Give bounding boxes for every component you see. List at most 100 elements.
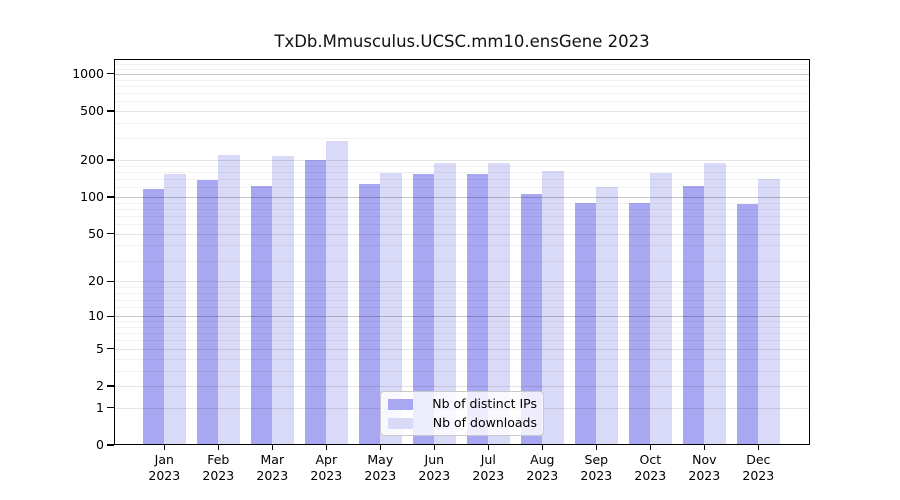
minor-gridline bbox=[115, 307, 809, 309]
x-tick-mark bbox=[325, 445, 327, 450]
minor-gridline bbox=[115, 165, 809, 167]
minor-gridline bbox=[115, 215, 809, 217]
x-tick-label: Dec 2023 bbox=[742, 452, 775, 483]
bar-downloads bbox=[650, 173, 672, 445]
x-tick-mark bbox=[433, 445, 435, 450]
bar-distinct-ips bbox=[520, 193, 543, 445]
y-tick-mark bbox=[107, 196, 114, 198]
bar-downloads bbox=[704, 163, 726, 445]
x-tick-mark bbox=[595, 445, 597, 450]
y-tick-label: 5 bbox=[96, 340, 104, 356]
x-tick-label: Oct 2023 bbox=[634, 452, 667, 483]
y-tick-mark bbox=[107, 73, 114, 75]
x-tick-label: Jan 2023 bbox=[148, 452, 181, 483]
minor-gridline bbox=[115, 64, 809, 66]
minor-gridline bbox=[115, 92, 809, 94]
bar-downloads bbox=[326, 141, 348, 445]
bar-downloads bbox=[758, 179, 780, 445]
minor-gridline bbox=[115, 245, 809, 247]
major-gridline bbox=[115, 73, 809, 75]
bar-distinct-ips bbox=[466, 174, 489, 445]
x-tick-label: Apr 2023 bbox=[310, 452, 343, 483]
bar-distinct-ips bbox=[250, 185, 273, 445]
minor-gridline bbox=[115, 208, 809, 210]
y-tick-label: 1000 bbox=[72, 65, 104, 81]
minor-gridline bbox=[115, 370, 809, 372]
y-tick-mark bbox=[107, 315, 114, 317]
x-tick-label: Mar 2023 bbox=[256, 452, 289, 483]
legend-label-distinct-ips: Nb of distinct IPs bbox=[432, 396, 537, 411]
gridline bbox=[115, 160, 809, 162]
y-tick-mark bbox=[107, 385, 114, 387]
y-tick-mark bbox=[107, 233, 114, 235]
minor-gridline bbox=[115, 179, 809, 181]
bar-downloads bbox=[488, 162, 510, 445]
minor-gridline bbox=[115, 321, 809, 323]
gridline bbox=[115, 385, 809, 387]
minor-gridline bbox=[115, 292, 809, 294]
legend-label-downloads: Nb of downloads bbox=[432, 415, 537, 430]
minor-gridline bbox=[115, 260, 809, 262]
y-tick-mark bbox=[107, 348, 114, 350]
legend-swatch-downloads bbox=[388, 417, 413, 429]
minor-gridline bbox=[115, 172, 809, 174]
minor-gridline bbox=[115, 202, 809, 204]
x-tick-mark bbox=[703, 445, 705, 450]
y-tick-mark bbox=[107, 159, 114, 161]
minor-gridline bbox=[115, 68, 809, 70]
major-gridline bbox=[115, 197, 809, 199]
y-tick-label: 200 bbox=[80, 152, 104, 168]
legend-entry-downloads: Nb of downloads bbox=[388, 414, 537, 432]
minor-gridline bbox=[115, 286, 809, 288]
y-tick-label: 100 bbox=[80, 189, 104, 205]
x-tick-label: Sep 2023 bbox=[580, 452, 613, 483]
x-tick-label: Jun 2023 bbox=[418, 452, 451, 483]
minor-gridline bbox=[115, 299, 809, 301]
legend-entry-distinct-ips: Nb of distinct IPs bbox=[388, 395, 537, 413]
y-tick-label: 500 bbox=[80, 103, 104, 119]
y-tick-label: 10 bbox=[88, 308, 104, 324]
major-gridline bbox=[115, 316, 809, 318]
y-tick-mark bbox=[107, 444, 114, 446]
minor-gridline bbox=[115, 333, 809, 335]
bar-downloads bbox=[596, 186, 618, 445]
y-tick-mark bbox=[107, 110, 114, 112]
minor-gridline bbox=[115, 138, 809, 140]
bar-downloads bbox=[164, 173, 186, 445]
bar-distinct-ips bbox=[736, 203, 759, 445]
legend: Nb of distinct IPs Nb of downloads bbox=[380, 391, 544, 436]
bar-downloads bbox=[272, 155, 294, 445]
minor-gridline bbox=[115, 101, 809, 103]
gridline bbox=[115, 348, 809, 350]
x-tick-mark bbox=[649, 445, 651, 450]
legend-swatch-distinct-ips bbox=[388, 398, 413, 410]
bar-distinct-ips bbox=[358, 183, 381, 445]
gridline bbox=[115, 233, 809, 235]
bar-distinct-ips bbox=[304, 160, 327, 445]
x-tick-mark bbox=[541, 445, 543, 450]
bar-distinct-ips bbox=[574, 202, 597, 445]
x-tick-label: Aug 2023 bbox=[526, 452, 559, 483]
bar-distinct-ips bbox=[412, 174, 435, 445]
x-tick-label: Jul 2023 bbox=[472, 452, 505, 483]
x-tick-label: May 2023 bbox=[364, 452, 397, 483]
bar-distinct-ips bbox=[682, 185, 705, 445]
minor-gridline bbox=[115, 79, 809, 81]
y-tick-mark bbox=[107, 280, 114, 283]
bar-distinct-ips bbox=[142, 189, 165, 445]
minor-gridline bbox=[115, 326, 809, 328]
minor-gridline bbox=[115, 358, 809, 360]
bar-downloads bbox=[542, 171, 564, 445]
y-tick-label: 20 bbox=[88, 273, 104, 289]
y-tick-mark bbox=[107, 407, 114, 409]
minor-gridline bbox=[115, 122, 809, 124]
gridline bbox=[115, 111, 809, 113]
minor-gridline bbox=[115, 187, 809, 189]
bar-distinct-ips bbox=[628, 202, 651, 445]
bar-distinct-ips bbox=[196, 179, 219, 445]
bar-downloads bbox=[218, 154, 240, 445]
x-tick-label: Nov 2023 bbox=[688, 452, 721, 483]
y-tick-label: 0 bbox=[96, 437, 104, 452]
gridline bbox=[115, 281, 809, 283]
